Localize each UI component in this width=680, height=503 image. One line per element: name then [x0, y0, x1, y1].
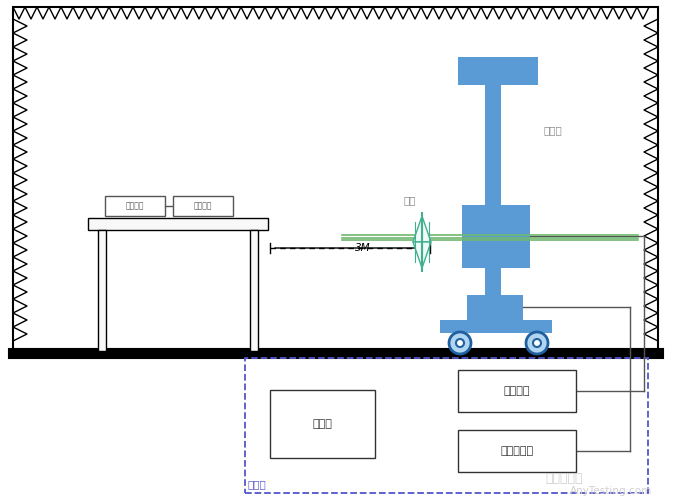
Bar — [485, 268, 501, 295]
Circle shape — [533, 339, 541, 347]
Circle shape — [449, 332, 471, 354]
Text: 辅助设备: 辅助设备 — [126, 202, 144, 210]
Bar — [440, 320, 552, 333]
Bar — [88, 218, 268, 230]
Bar — [13, 7, 658, 353]
Text: 控制系统: 控制系统 — [504, 386, 530, 396]
Bar — [458, 370, 576, 412]
Bar — [250, 230, 258, 351]
Bar — [245, 358, 648, 493]
Text: AnyTesting.com: AnyTesting.com — [570, 486, 652, 496]
Text: 被测设备: 被测设备 — [194, 202, 212, 210]
Bar — [462, 205, 530, 268]
Text: 3M: 3M — [355, 243, 371, 253]
Circle shape — [456, 339, 464, 347]
Text: 天线: 天线 — [404, 195, 416, 205]
Bar — [458, 430, 576, 472]
Text: 天线塔: 天线塔 — [543, 125, 562, 135]
Bar — [270, 390, 375, 458]
Text: 嘉峨检测网: 嘉峨检测网 — [545, 471, 583, 484]
Text: 计算机: 计算机 — [313, 419, 333, 429]
Bar — [467, 295, 523, 320]
Bar — [485, 85, 501, 205]
Text: 控制室: 控制室 — [248, 479, 267, 489]
Polygon shape — [413, 216, 431, 242]
Bar — [98, 230, 106, 351]
Bar — [173, 196, 233, 216]
Bar — [105, 196, 165, 216]
Text: 测量接收机: 测量接收机 — [500, 446, 534, 456]
Polygon shape — [413, 242, 431, 268]
Circle shape — [526, 332, 548, 354]
Bar — [458, 57, 538, 85]
